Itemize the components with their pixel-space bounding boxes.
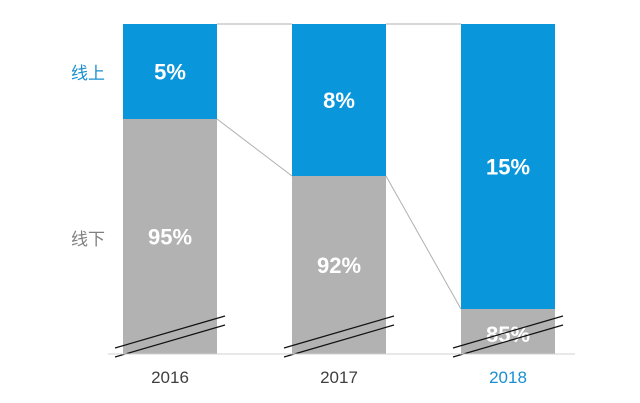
bars: 5% 95% 8% 92% 15% 85% xyxy=(123,24,555,354)
data-label-offline-2018: 85% xyxy=(486,322,530,347)
x-tick-label-2016: 2016 xyxy=(151,368,189,387)
bar-offline-2017 xyxy=(292,176,386,354)
axis-break-line-2016-1 xyxy=(114,315,226,349)
axis-break-line-2018-1 xyxy=(452,315,564,349)
data-label-offline-2016: 95% xyxy=(148,225,192,250)
bar-offline-2016 xyxy=(123,119,217,354)
data-label-online-2018: 15% xyxy=(486,155,530,180)
bar-online-2018 xyxy=(461,24,555,309)
x-tick-label-2017: 2017 xyxy=(320,368,358,387)
axis-break-marks xyxy=(114,315,564,358)
x-tick-label-2018: 2018 xyxy=(489,368,527,387)
axis-break-line-2016-2 xyxy=(114,324,226,358)
connector-split-1 xyxy=(216,118,293,177)
axis-break-line-2018-2 xyxy=(452,324,564,358)
connector-split-2 xyxy=(385,175,462,310)
data-label-online-2016: 5% xyxy=(154,60,186,85)
axis-break-line-2017-2 xyxy=(283,324,395,358)
bar-online-2017 xyxy=(292,24,386,176)
bar-online-2016 xyxy=(123,24,217,119)
connector-lines xyxy=(216,23,462,310)
data-label-offline-2017: 92% xyxy=(317,253,361,278)
x-axis-labels: 2016 2017 2018 xyxy=(151,368,527,387)
legend-offline-label: 线下 xyxy=(71,230,105,250)
data-label-online-2017: 8% xyxy=(323,88,355,113)
legend-online-label: 线上 xyxy=(71,64,105,84)
axis-break-line-2017-1 xyxy=(283,315,395,349)
